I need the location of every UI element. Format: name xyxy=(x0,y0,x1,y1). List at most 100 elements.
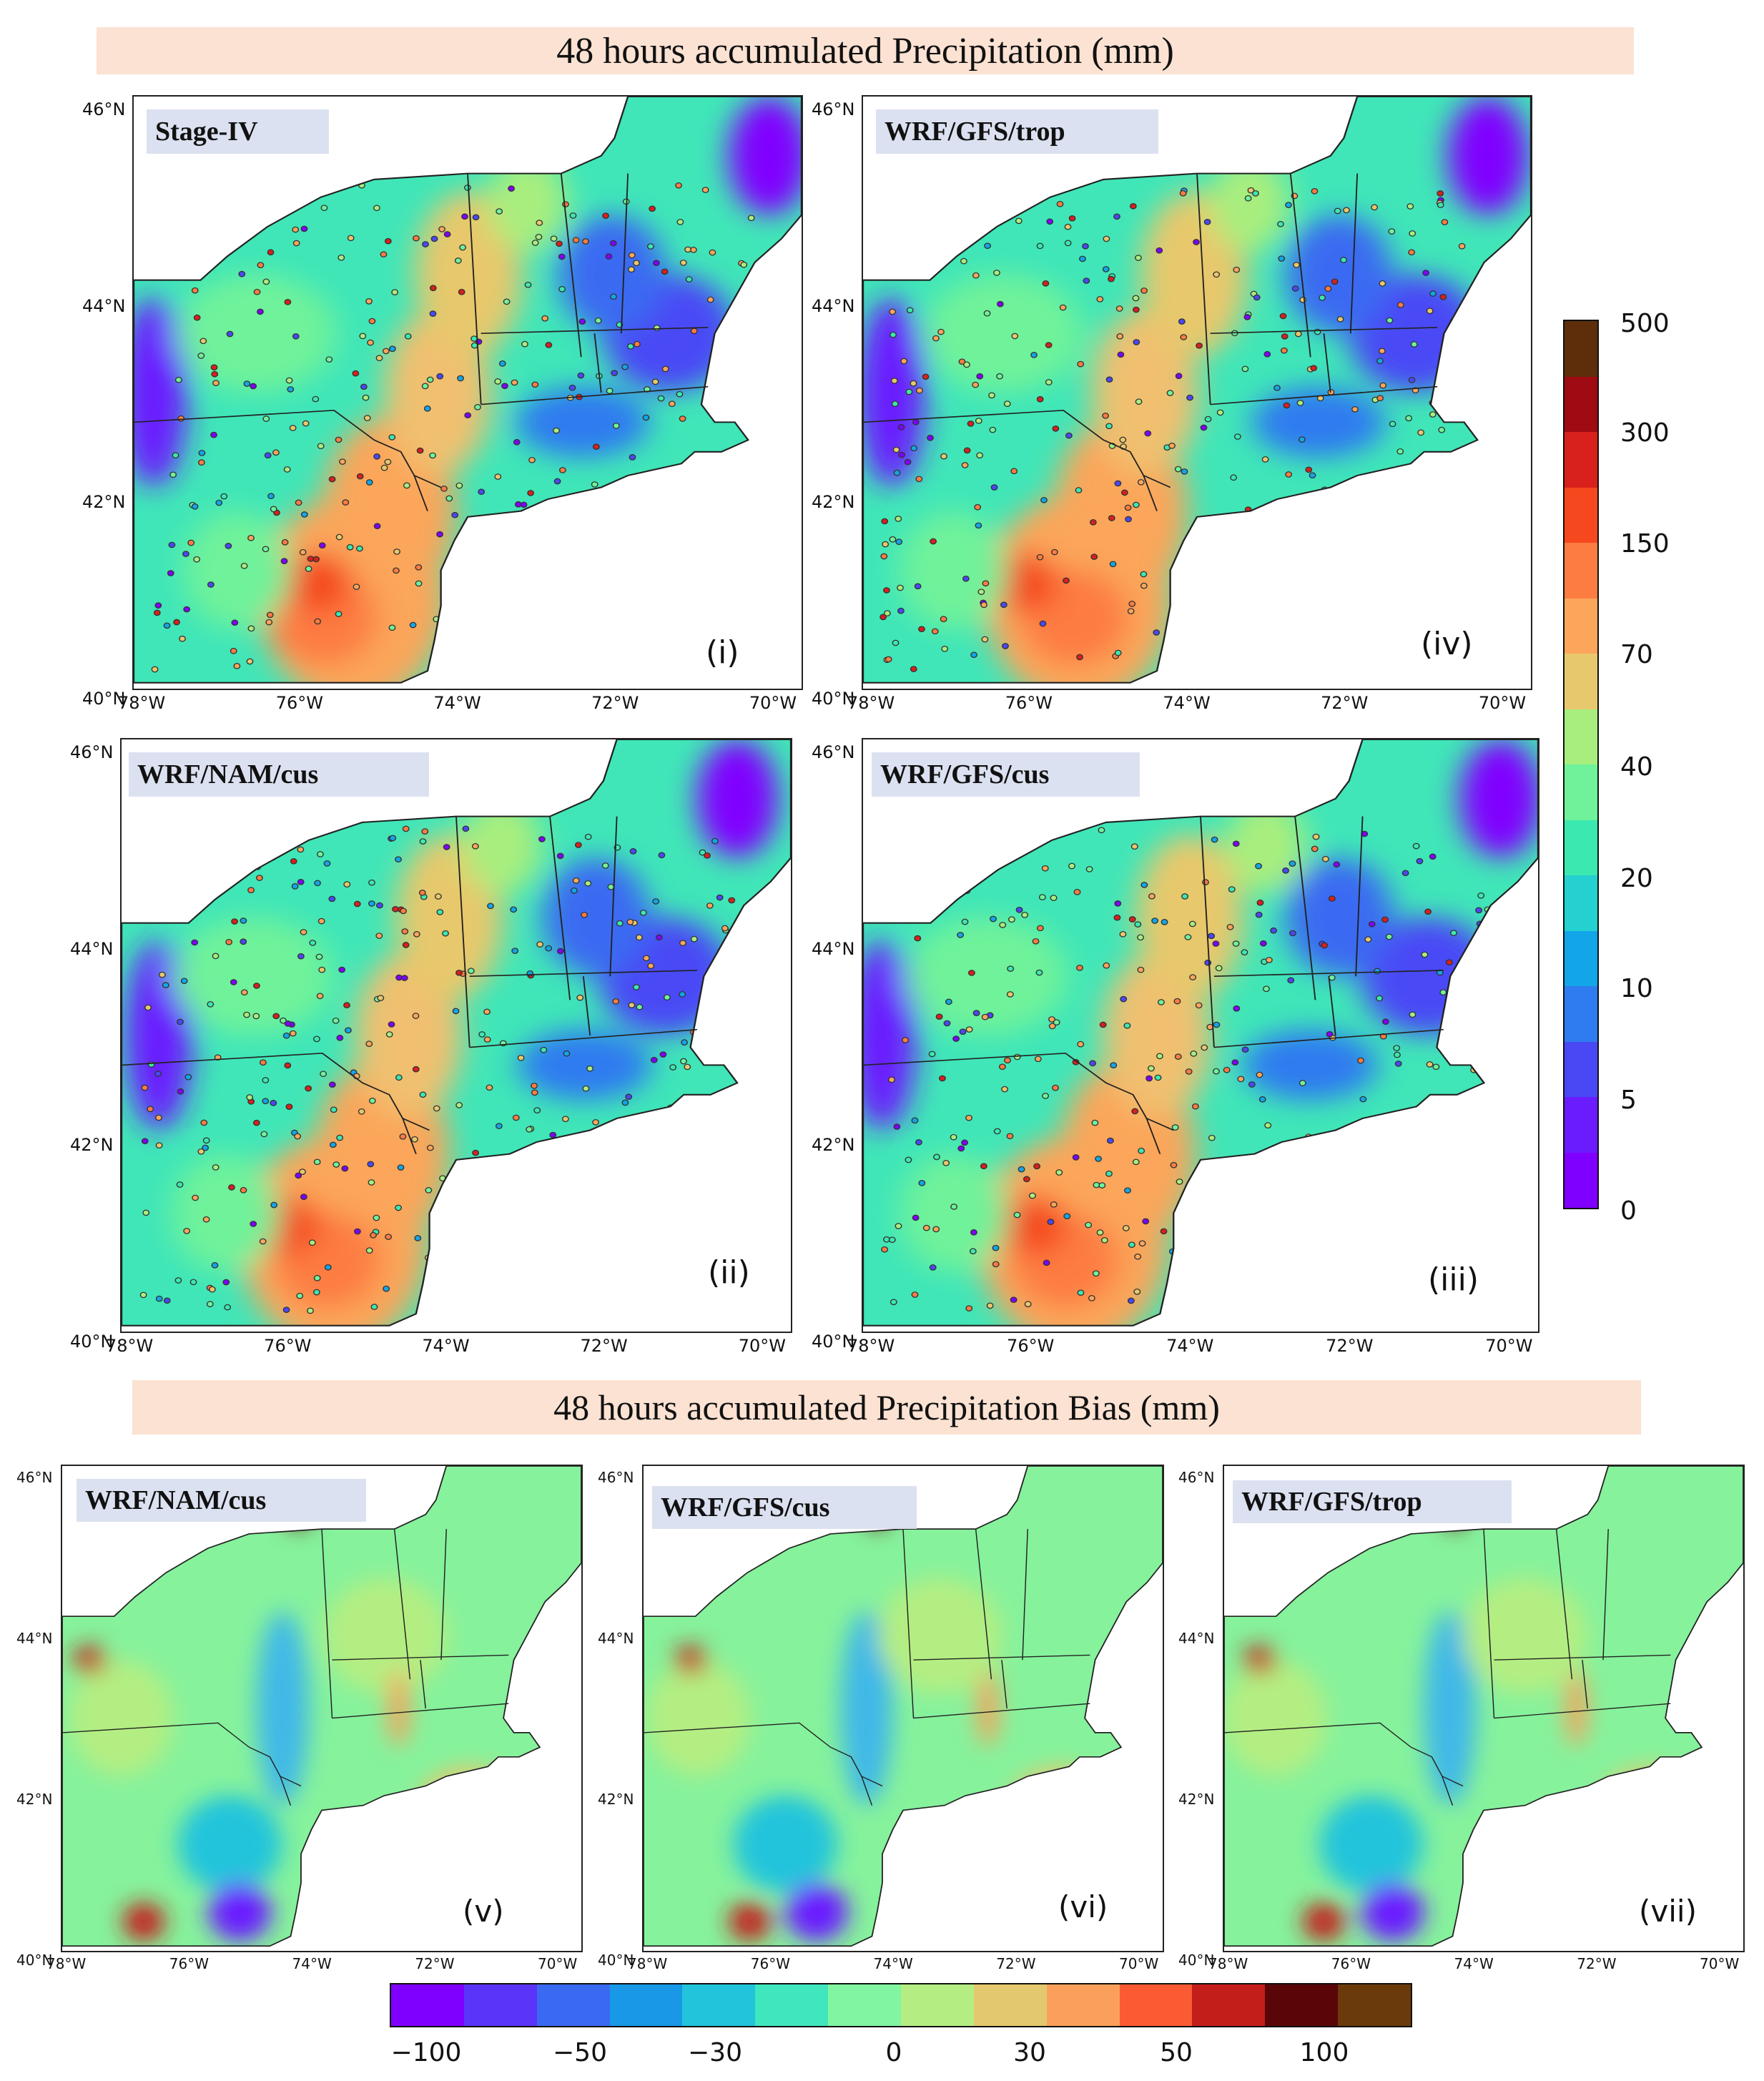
lon-tick-label: 76°W xyxy=(1005,693,1053,713)
colorbar-swatch xyxy=(1046,1984,1120,2026)
lat-tick-label: 46°N xyxy=(1178,1469,1215,1486)
colorbar-swatch xyxy=(391,1984,464,2026)
colorbar-swatch xyxy=(1265,1984,1339,2026)
lat-tick-label: 40°N xyxy=(82,688,126,709)
lon-tick-label: 76°W xyxy=(1007,1336,1055,1356)
lon-tick-label: 72°W xyxy=(591,693,639,713)
lon-tick-label: 70°W xyxy=(749,693,797,713)
lon-tick-label: 78°W xyxy=(628,1955,668,1972)
colorbar-swatch xyxy=(609,1984,683,2026)
map-canvas xyxy=(644,1466,1163,1947)
precip-colorbar-tick: 300 xyxy=(1620,418,1670,448)
panel-index: (iv) xyxy=(1421,626,1473,662)
lat-tick-label: 40°N xyxy=(812,688,855,709)
colorbar-swatch xyxy=(1565,1097,1597,1153)
panel-index: (vii) xyxy=(1639,1894,1697,1929)
lat-tick-label: 40°N xyxy=(1178,1952,1215,1969)
colorbar-swatch xyxy=(1565,487,1597,543)
lat-tick-label: 42°N xyxy=(1178,1791,1215,1809)
lon-tick-label: 72°W xyxy=(1321,693,1369,713)
bias-colorbar-tick: −100 xyxy=(390,2038,462,2067)
lat-tick-label: 46°N xyxy=(70,742,114,762)
lat-tick-label: 44°N xyxy=(812,295,855,316)
colorbar-swatch xyxy=(1565,986,1597,1042)
precip-colorbar-tick: 0 xyxy=(1620,1196,1637,1226)
precip-colorbar xyxy=(1563,320,1599,1209)
map-canvas xyxy=(62,1466,581,1947)
lon-tick-label: 78°W xyxy=(1208,1955,1248,1972)
lon-tick-label: 70°W xyxy=(1700,1955,1740,1972)
colorbar-swatch xyxy=(1565,376,1597,432)
colorbar-swatch xyxy=(1192,1984,1266,2026)
lat-tick-label: 44°N xyxy=(1178,1630,1215,1648)
lon-tick-label: 72°W xyxy=(996,1955,1036,1972)
bias-colorbar-tick: −50 xyxy=(553,2038,607,2067)
lat-tick-label: 46°N xyxy=(82,99,126,119)
lon-tick-label: 74°W xyxy=(292,1955,332,1972)
colorbar-swatch xyxy=(1565,709,1597,764)
bias-colorbar-tick: −30 xyxy=(688,2038,742,2067)
panel-label: WRF/GFS/cus xyxy=(652,1486,917,1529)
panel-label: WRF/GFS/trop xyxy=(1233,1480,1512,1523)
precip-colorbar-tick: 150 xyxy=(1620,529,1670,559)
colorbar-swatch xyxy=(536,1984,610,2026)
lon-tick-label: 76°W xyxy=(1331,1955,1371,1972)
panel-index: (v) xyxy=(463,1894,504,1929)
bias-colorbar-tick: 30 xyxy=(1013,2038,1046,2067)
bias-colorbar-tick: 100 xyxy=(1299,2038,1349,2067)
lat-tick-label: 44°N xyxy=(82,295,126,316)
precip-colorbar-tick: 5 xyxy=(1620,1086,1637,1115)
panel-label: WRF/NAM/cus xyxy=(77,1479,366,1522)
panel-label: WRF/GFS/trop xyxy=(876,109,1158,154)
colorbar-swatch xyxy=(828,1984,902,2026)
lon-tick-label: 78°W xyxy=(106,1336,154,1356)
lat-tick-label: 46°N xyxy=(812,99,855,119)
bias-map-2: WRF/GFS/cus (vi) xyxy=(642,1465,1164,1952)
lat-tick-label: 44°N xyxy=(812,938,855,959)
colorbar-swatch xyxy=(1565,820,1597,875)
map-canvas xyxy=(863,97,1531,684)
colorbar-swatch xyxy=(1565,321,1597,377)
lat-tick-label: 46°N xyxy=(812,742,855,762)
panel-index: (ii) xyxy=(708,1254,750,1291)
lon-tick-label: 76°W xyxy=(750,1955,790,1972)
lon-tick-label: 78°W xyxy=(118,693,166,713)
colorbar-swatch xyxy=(1565,543,1597,599)
lon-tick-label: 70°W xyxy=(1119,1955,1159,1972)
bias-title-banner: 48 hours accumulated Precipitation Bias … xyxy=(132,1380,1641,1435)
lat-tick-label: 42°N xyxy=(812,492,855,513)
lat-tick-label: 42°N xyxy=(70,1135,114,1156)
colorbar-swatch xyxy=(973,1984,1047,2026)
map-canvas xyxy=(134,97,802,684)
colorbar-swatch xyxy=(682,1984,756,2026)
precip-map-2: WRF/GFS/trop (iv) xyxy=(862,95,1532,690)
colorbar-swatch xyxy=(1119,1984,1193,2026)
colorbar-swatch xyxy=(1565,764,1597,820)
panel-label: Stage-IV xyxy=(147,109,329,154)
lon-tick-label: 72°W xyxy=(415,1955,455,1972)
panel-index: (vi) xyxy=(1058,1889,1108,1924)
precip-map-3: WRF/NAM/cus (ii) xyxy=(120,738,792,1333)
lon-tick-label: 76°W xyxy=(275,693,323,713)
precip-map-4: WRF/GFS/cus (iii) xyxy=(862,738,1539,1333)
lon-tick-label: 74°W xyxy=(1454,1955,1494,1972)
map-canvas xyxy=(863,739,1538,1327)
lon-tick-label: 72°W xyxy=(1326,1336,1374,1356)
bias-colorbar xyxy=(390,1983,1412,2027)
precip-colorbar-tick: 70 xyxy=(1620,640,1653,669)
lon-tick-label: 78°W xyxy=(847,1336,895,1356)
precip-colorbar-tick: 40 xyxy=(1620,752,1653,782)
panel-index: (iii) xyxy=(1428,1261,1479,1298)
colorbar-swatch xyxy=(901,1984,974,2026)
colorbar-swatch xyxy=(1565,654,1597,709)
lon-tick-label: 72°W xyxy=(580,1336,628,1356)
lon-tick-label: 70°W xyxy=(1478,693,1527,713)
lat-tick-label: 40°N xyxy=(812,1331,855,1352)
lat-tick-label: 44°N xyxy=(16,1630,53,1648)
lat-tick-label: 46°N xyxy=(16,1469,53,1486)
bias-map-1: WRF/NAM/cus (v) xyxy=(61,1465,583,1952)
lon-tick-label: 72°W xyxy=(1577,1955,1617,1972)
colorbar-swatch xyxy=(755,1984,829,2026)
lat-tick-label: 42°N xyxy=(82,492,126,513)
precip-colorbar-tick: 20 xyxy=(1620,864,1653,893)
